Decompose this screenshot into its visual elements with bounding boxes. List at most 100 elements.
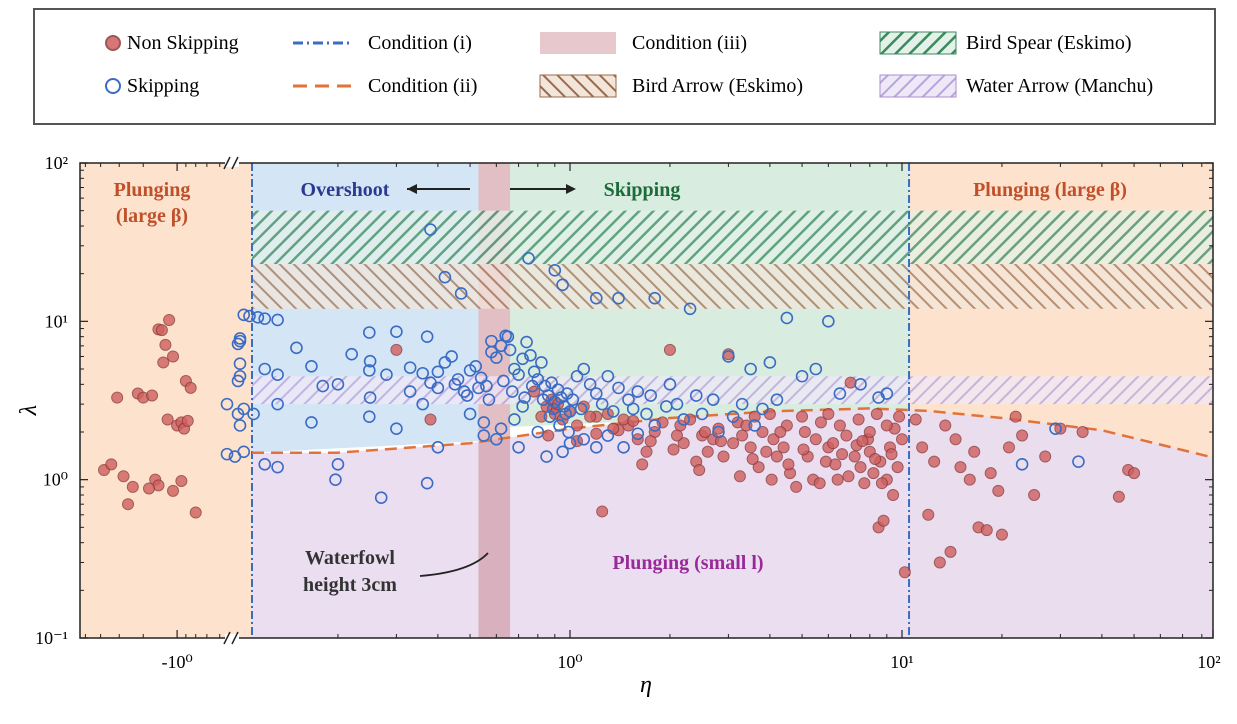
bands-layer xyxy=(252,210,1213,405)
point-non-skipping xyxy=(640,445,653,458)
point-non-skipping xyxy=(175,475,188,488)
point-non-skipping xyxy=(540,400,553,413)
point-non-skipping xyxy=(152,323,165,336)
point-skipping xyxy=(508,413,521,426)
axis-break-slash xyxy=(231,631,239,645)
legend-cond-i-label: Condition (i) xyxy=(368,32,472,54)
point-skipping xyxy=(556,445,569,459)
point-skipping xyxy=(363,391,377,404)
point-non-skipping xyxy=(854,461,867,474)
point-skipping xyxy=(490,351,503,364)
legend-cond-iii-swatch xyxy=(540,32,616,54)
point-non-skipping xyxy=(677,437,690,450)
point-skipping xyxy=(363,364,376,377)
point-non-skipping xyxy=(1009,410,1022,423)
point-skipping xyxy=(612,291,625,305)
point-skipping xyxy=(258,458,272,471)
point-skipping xyxy=(390,422,403,435)
point-skipping xyxy=(589,387,603,400)
axis-break-gap-top xyxy=(225,159,239,167)
point-skipping xyxy=(601,369,615,383)
annotations-layer: Plunging (large β) Overshoot Skipping Pl… xyxy=(114,179,1127,596)
legend-skipping-label: Skipping xyxy=(127,75,199,97)
point-non-skipping xyxy=(939,419,952,432)
point-skipping xyxy=(554,391,568,404)
point-skipping xyxy=(744,362,757,376)
condition-ii-curve xyxy=(252,407,1214,459)
point-non-skipping xyxy=(157,356,170,369)
point-non-skipping xyxy=(760,445,773,458)
label-waterfowl: Waterfowl xyxy=(305,547,395,569)
point-non-skipping xyxy=(152,479,165,492)
point-non-skipping xyxy=(827,437,840,450)
point-non-skipping xyxy=(782,458,795,471)
point-non-skipping xyxy=(819,455,832,468)
point-non-skipping xyxy=(877,514,890,527)
point-non-skipping xyxy=(765,473,778,486)
point-non-skipping xyxy=(995,528,1008,541)
point-non-skipping xyxy=(891,461,904,474)
point-non-skipping xyxy=(850,439,863,452)
point-skipping xyxy=(617,441,630,454)
point-skipping xyxy=(329,473,342,486)
point-non-skipping xyxy=(833,419,846,432)
point-skipping xyxy=(490,432,503,446)
point-skipping xyxy=(695,407,709,421)
point-non-skipping xyxy=(736,429,749,442)
point-non-skipping xyxy=(1028,489,1041,502)
point-skipping xyxy=(553,419,566,432)
point-skipping xyxy=(228,450,242,463)
point-non-skipping xyxy=(856,435,869,448)
skipping-arrowhead xyxy=(566,184,576,194)
point-non-skipping xyxy=(663,343,676,356)
point-non-skipping xyxy=(528,385,541,398)
point-non-skipping xyxy=(748,410,761,423)
point-skipping xyxy=(833,387,847,400)
point-skipping xyxy=(374,491,388,504)
point-non-skipping xyxy=(744,441,757,454)
point-non-skipping xyxy=(740,419,753,432)
legend-water-arrow-label: Water Arrow (Manchu) xyxy=(966,75,1153,97)
band-bird-spear xyxy=(252,210,1213,265)
point-skipping xyxy=(531,425,545,439)
point-non-skipping xyxy=(801,450,814,463)
point-non-skipping xyxy=(896,433,908,446)
point-skipping xyxy=(469,359,483,373)
conditions-layer xyxy=(251,163,1214,638)
point-skipping xyxy=(463,407,477,421)
point-skipping xyxy=(424,376,437,389)
point-skipping xyxy=(631,427,645,441)
point-non-skipping xyxy=(972,521,985,534)
point-skipping xyxy=(480,379,493,393)
point-non-skipping xyxy=(968,445,981,458)
y-tick-label: 10¹ xyxy=(45,311,68,331)
point-skipping xyxy=(524,349,537,362)
point-non-skipping xyxy=(844,376,857,389)
point-skipping xyxy=(305,359,318,373)
point-non-skipping xyxy=(731,416,744,429)
point-skipping xyxy=(648,419,662,432)
point-non-skipping xyxy=(916,441,929,454)
point-non-skipping xyxy=(887,489,900,502)
point-skipping xyxy=(606,405,620,418)
point-non-skipping xyxy=(161,413,174,426)
regions-layer xyxy=(80,163,1213,638)
point-non-skipping xyxy=(390,343,403,356)
point-skipping xyxy=(494,422,508,435)
point-non-skipping xyxy=(607,422,620,435)
point-non-skipping xyxy=(798,426,811,439)
point-skipping xyxy=(531,373,545,386)
label-plunging-large-right: Plunging (large β) xyxy=(973,179,1127,201)
point-skipping xyxy=(390,325,403,339)
point-skipping xyxy=(735,397,749,411)
point-non-skipping xyxy=(548,402,561,415)
point-skipping xyxy=(420,476,434,490)
point-skipping xyxy=(562,425,575,439)
point-skipping xyxy=(589,291,603,305)
point-skipping xyxy=(601,429,615,442)
point-skipping xyxy=(454,287,468,300)
point-skipping xyxy=(1015,458,1029,471)
point-skipping xyxy=(420,330,434,343)
point-non-skipping xyxy=(149,473,162,486)
point-non-skipping xyxy=(131,387,144,400)
